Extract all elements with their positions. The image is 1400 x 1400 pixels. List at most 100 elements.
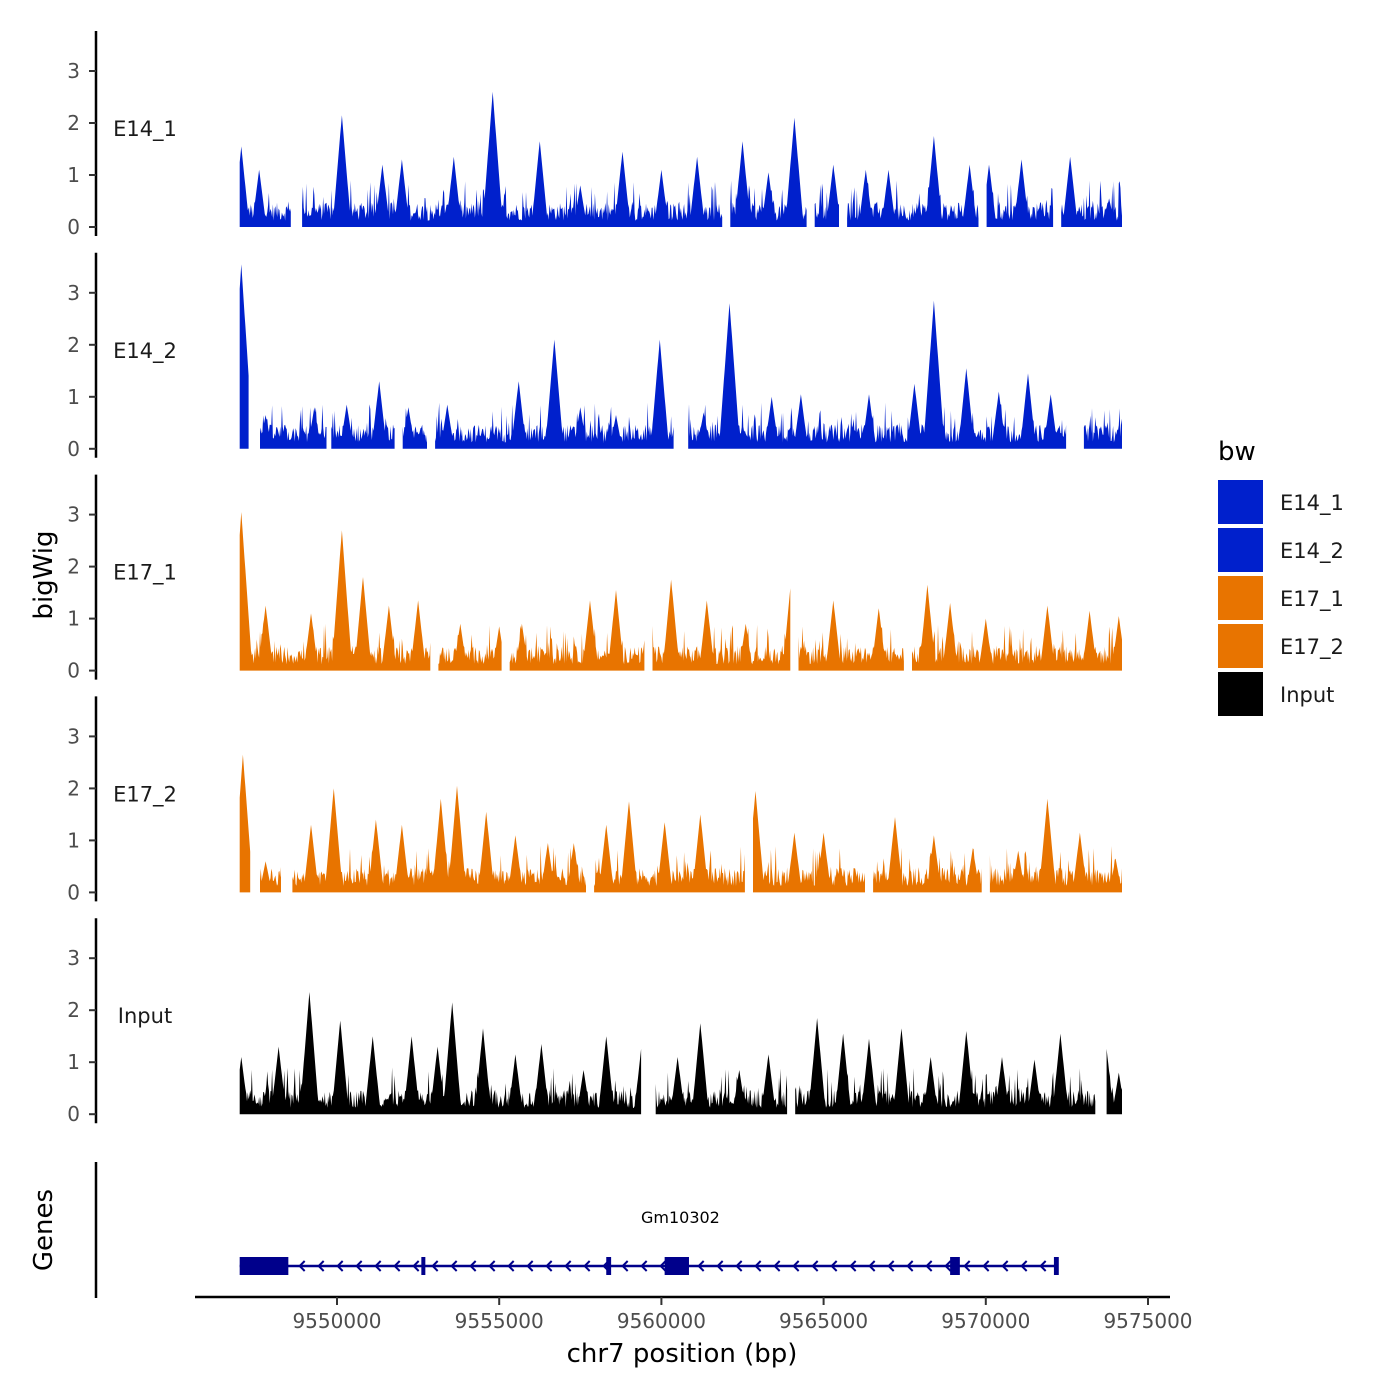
strand-arrow <box>925 1260 933 1272</box>
strand-arrow <box>906 1260 914 1272</box>
track-label: E14_1 <box>113 117 177 142</box>
track-E17_2: 0 1 2 3 E17_2 <box>67 696 1122 904</box>
y-tick-label: 3 <box>67 724 80 748</box>
track-label: E17_2 <box>113 782 177 807</box>
coverage-area <box>435 339 674 449</box>
legend-label: E14_2 <box>1280 539 1344 564</box>
coverage-area <box>688 300 1067 449</box>
track-label: E14_2 <box>113 339 177 364</box>
coverage-area <box>509 590 645 671</box>
legend-label: E14_1 <box>1280 491 1344 516</box>
coverage-area <box>438 623 502 671</box>
y-tick-label: 1 <box>67 828 80 852</box>
legend-swatch <box>1218 624 1263 668</box>
strand-arrow <box>564 1260 572 1272</box>
strand-arrow <box>621 1260 629 1272</box>
strand-arrow <box>469 1260 477 1272</box>
track-E14_1: 0 1 2 3 E14_1 <box>67 31 1122 239</box>
coverage-area <box>652 579 791 671</box>
strand-arrow <box>735 1260 743 1272</box>
coverage-area <box>402 407 427 449</box>
strand-arrow <box>716 1260 724 1272</box>
y-tick-label: 0 <box>67 880 80 904</box>
strand-arrow <box>1020 1260 1028 1272</box>
track-E17_1: 0 1 2 3 E17_1 <box>67 474 1122 683</box>
legend-label: E17_2 <box>1280 635 1344 660</box>
coverage-area <box>239 992 642 1115</box>
coverage-area <box>1061 156 1122 227</box>
legend-label: E17_1 <box>1280 587 1344 612</box>
strand-arrow <box>640 1260 648 1272</box>
gene-exon <box>950 1257 960 1275</box>
strand-arrow <box>298 1260 306 1272</box>
strand-arrow <box>431 1260 439 1272</box>
strand-arrow <box>982 1260 990 1272</box>
strand-arrow <box>944 1260 952 1272</box>
genes-panel-title: Genes <box>29 1189 59 1271</box>
coverage-area <box>239 512 431 671</box>
coverage-area <box>989 798 1122 893</box>
strand-arrow <box>583 1260 591 1272</box>
coverage-area <box>814 164 839 227</box>
x-tick-label: 9570000 <box>941 1309 1030 1333</box>
strand-arrow <box>792 1260 800 1272</box>
x-tick-label: 9575000 <box>1103 1309 1192 1333</box>
y-tick-label: 0 <box>67 659 80 683</box>
x-tick-label: 9565000 <box>779 1309 868 1333</box>
x-tick-label: 9555000 <box>455 1309 544 1333</box>
strand-arrow <box>507 1260 515 1272</box>
strand-arrow <box>754 1260 762 1272</box>
genes-panel: Genes Gm10302 <box>29 1162 1059 1298</box>
strand-arrow <box>1001 1260 1009 1272</box>
y-tick-label: 3 <box>67 59 80 83</box>
coverage-area <box>1106 1048 1122 1115</box>
legend-swatch <box>1218 576 1263 620</box>
strand-arrow <box>412 1260 420 1272</box>
gene-exon <box>664 1257 689 1275</box>
strand-arrow <box>849 1260 857 1272</box>
strand-arrow <box>887 1260 895 1272</box>
y-tick-label: 2 <box>67 333 80 357</box>
legend-title: bw <box>1218 437 1256 467</box>
strand-arrow <box>393 1260 401 1272</box>
coverage-area <box>655 1023 788 1115</box>
coverage-area <box>239 754 251 893</box>
legend-label: Input <box>1280 683 1334 707</box>
y-tick-label: 1 <box>67 1050 80 1074</box>
track-label: Input <box>118 1004 172 1028</box>
coverage-area <box>798 600 904 671</box>
coverage-area <box>730 117 807 227</box>
legend-swatch <box>1218 528 1263 572</box>
strand-arrow <box>830 1260 838 1272</box>
y-tick-label: 1 <box>67 385 80 409</box>
gene-exon <box>1053 1257 1059 1275</box>
coverage-area <box>795 1018 1096 1115</box>
strand-arrow <box>773 1260 781 1272</box>
coverage-area <box>1083 408 1122 449</box>
coverage-area <box>260 404 327 449</box>
y-tick-label: 3 <box>67 503 80 527</box>
strand-arrow <box>374 1260 382 1272</box>
legend: bw E14_1 E14_2 E17_1 E17_2 Input <box>1218 437 1344 716</box>
y-tick-label: 2 <box>67 555 80 579</box>
strand-arrow <box>526 1260 534 1272</box>
y-tick-label: 0 <box>67 215 80 239</box>
y-tick-label: 1 <box>67 607 80 631</box>
strand-arrow <box>868 1260 876 1272</box>
x-axis: 9550000 9555000 9560000 9565000 9570000 95750… <box>195 1295 1193 1333</box>
strand-arrow <box>450 1260 458 1272</box>
coverage-area <box>302 91 723 227</box>
strand-arrow <box>963 1260 971 1272</box>
y-tick-label: 0 <box>67 1102 80 1126</box>
coverage-area <box>873 817 982 893</box>
strand-arrow <box>697 1260 705 1272</box>
coverage-area <box>292 785 586 893</box>
legend-swatch <box>1218 672 1263 716</box>
legend-swatch <box>1218 480 1263 524</box>
coverage-area <box>239 264 249 449</box>
strand-arrow <box>355 1260 363 1272</box>
coverage-tracks: 0 1 2 3 E14_1 0 1 2 3 E14_2 0 1 2 3 E17_1 0 1 2 3 E17_2 0 1 2 3… <box>67 31 1122 1126</box>
coverage-area <box>239 146 291 227</box>
y-tick-label: 0 <box>67 437 80 461</box>
